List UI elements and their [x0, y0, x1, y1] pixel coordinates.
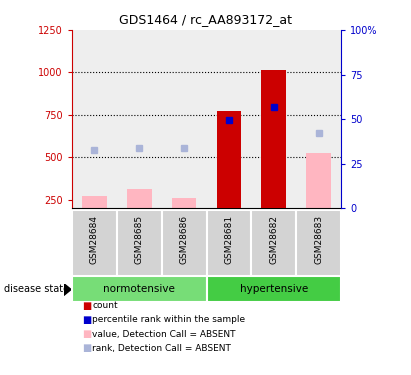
Text: GSM28686: GSM28686 [180, 215, 189, 264]
Text: normotensive: normotensive [103, 284, 175, 294]
Bar [162, 210, 206, 276]
Bar [72, 276, 206, 302]
Bar [252, 210, 296, 276]
Text: GDS1464 / rc_AA893172_at: GDS1464 / rc_AA893172_at [119, 13, 292, 26]
Text: GSM28681: GSM28681 [224, 215, 233, 264]
Bar [82, 196, 107, 208]
Text: hypertensive: hypertensive [240, 284, 308, 294]
Bar [296, 210, 341, 276]
Bar [261, 70, 286, 208]
Text: rank, Detection Call = ABSENT: rank, Detection Call = ABSENT [92, 344, 231, 353]
Bar [206, 210, 252, 276]
Bar [217, 111, 241, 208]
Text: GSM28683: GSM28683 [314, 215, 323, 264]
Text: GSM28682: GSM28682 [269, 215, 278, 264]
Text: ■: ■ [82, 315, 92, 325]
Bar [127, 189, 152, 208]
Bar [172, 198, 196, 208]
Text: GSM28684: GSM28684 [90, 215, 99, 264]
Text: ■: ■ [82, 329, 92, 339]
Text: percentile rank within the sample: percentile rank within the sample [92, 315, 246, 324]
Text: GSM28685: GSM28685 [135, 215, 144, 264]
Text: disease state: disease state [4, 285, 69, 294]
Text: value, Detection Call = ABSENT: value, Detection Call = ABSENT [92, 330, 236, 339]
Bar [206, 276, 341, 302]
Bar [117, 210, 162, 276]
Polygon shape [64, 284, 71, 296]
Bar [306, 153, 331, 208]
Text: ■: ■ [82, 301, 92, 310]
Bar [72, 210, 117, 276]
Text: ■: ■ [82, 344, 92, 353]
Text: count: count [92, 301, 118, 310]
